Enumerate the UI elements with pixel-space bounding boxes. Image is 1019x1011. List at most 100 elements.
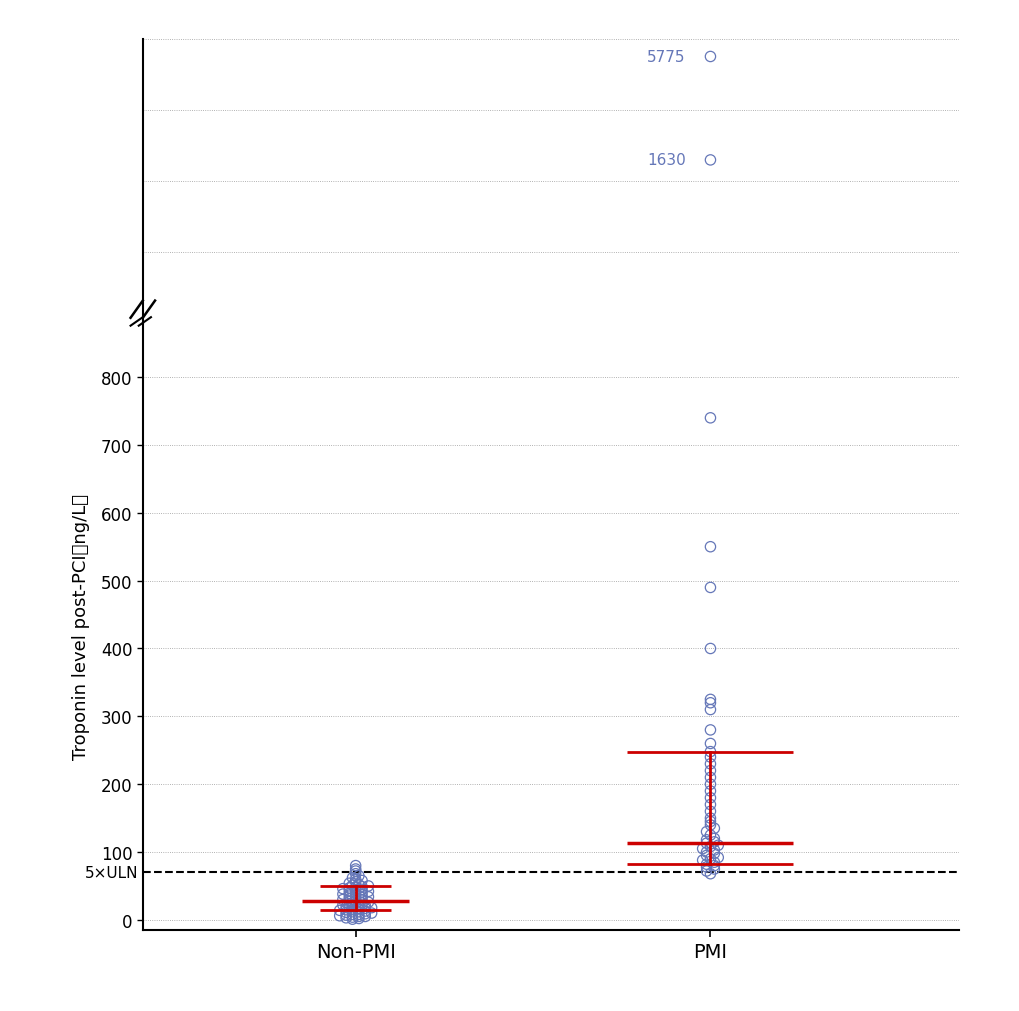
- Point: [357, 901, 373, 917]
- Point: [337, 905, 354, 921]
- Point: [344, 904, 361, 920]
- Point: [354, 882, 370, 898]
- Point: [702, 695, 718, 711]
- Point: [334, 897, 351, 913]
- Point: [347, 888, 364, 904]
- Point: [351, 909, 367, 925]
- Point: [702, 722, 718, 738]
- Point: [702, 702, 718, 718]
- Point: [344, 909, 361, 925]
- Point: [698, 847, 714, 863]
- Point: [354, 890, 370, 906]
- Point: [347, 885, 364, 901]
- Point: [705, 830, 721, 846]
- Point: [705, 854, 721, 870]
- Point: [334, 892, 351, 908]
- Point: [347, 882, 364, 898]
- Point: [702, 579, 718, 595]
- Point: [340, 886, 357, 902]
- Point: [702, 756, 718, 772]
- Point: [347, 880, 364, 896]
- Point: [360, 895, 376, 911]
- Text: 1630: 1630: [646, 154, 685, 168]
- Point: [340, 897, 357, 913]
- Point: [354, 895, 370, 911]
- Point: [705, 857, 721, 874]
- Point: [337, 899, 354, 915]
- Point: [702, 790, 718, 806]
- Point: [340, 883, 357, 899]
- Point: [360, 889, 376, 905]
- Point: [702, 784, 718, 800]
- Point: [705, 820, 721, 836]
- Point: [702, 692, 718, 708]
- Point: [347, 893, 364, 909]
- Point: [702, 762, 718, 778]
- Point: [702, 817, 718, 833]
- Point: [709, 849, 726, 865]
- Point: [705, 834, 721, 850]
- Point: [354, 884, 370, 900]
- Point: [351, 867, 367, 884]
- Point: [694, 852, 710, 868]
- Point: [702, 865, 718, 882]
- Text: 5775: 5775: [646, 50, 685, 65]
- Point: [340, 876, 357, 892]
- Point: [347, 874, 364, 890]
- Point: [351, 911, 367, 927]
- Point: [354, 893, 370, 909]
- Point: [351, 907, 367, 923]
- Point: [354, 887, 370, 903]
- Point: [698, 863, 714, 880]
- Point: [331, 903, 347, 919]
- Point: [340, 888, 357, 904]
- Point: [698, 856, 714, 872]
- Point: [351, 899, 367, 915]
- Point: [357, 909, 373, 925]
- Point: [702, 839, 718, 855]
- Point: [705, 861, 721, 878]
- Point: [702, 749, 718, 765]
- Text: 5×ULN: 5×ULN: [86, 865, 139, 880]
- Point: [344, 878, 361, 894]
- Point: [702, 736, 718, 752]
- Point: [709, 837, 726, 853]
- Point: [705, 845, 721, 861]
- Point: [702, 539, 718, 555]
- Point: [357, 903, 373, 919]
- Point: [363, 905, 379, 921]
- Point: [334, 881, 351, 897]
- Point: [702, 797, 718, 813]
- Point: [360, 884, 376, 900]
- Point: [337, 907, 354, 923]
- Point: [340, 880, 357, 896]
- Point: [344, 911, 361, 927]
- Point: [347, 890, 364, 906]
- Point: [363, 900, 379, 916]
- Point: [694, 841, 710, 857]
- Point: [334, 886, 351, 902]
- Point: [702, 804, 718, 820]
- Point: [331, 908, 347, 924]
- Point: [337, 902, 354, 918]
- Point: [702, 153, 718, 169]
- Point: [360, 878, 376, 894]
- Point: [347, 857, 364, 874]
- Point: [344, 907, 361, 923]
- Point: [702, 410, 718, 427]
- Point: [357, 906, 373, 922]
- Point: [702, 776, 718, 793]
- Point: [344, 899, 361, 915]
- Point: [354, 879, 370, 895]
- Point: [698, 832, 714, 848]
- Point: [354, 872, 370, 889]
- Point: [337, 910, 354, 926]
- Point: [702, 814, 718, 830]
- Point: [702, 744, 718, 760]
- Point: [702, 810, 718, 826]
- Point: [705, 842, 721, 858]
- Point: [698, 824, 714, 840]
- Point: [698, 859, 714, 876]
- Y-axis label: Troponin level post-PCI（ng/L）: Troponin level post-PCI（ng/L）: [71, 494, 90, 759]
- Point: [347, 865, 364, 882]
